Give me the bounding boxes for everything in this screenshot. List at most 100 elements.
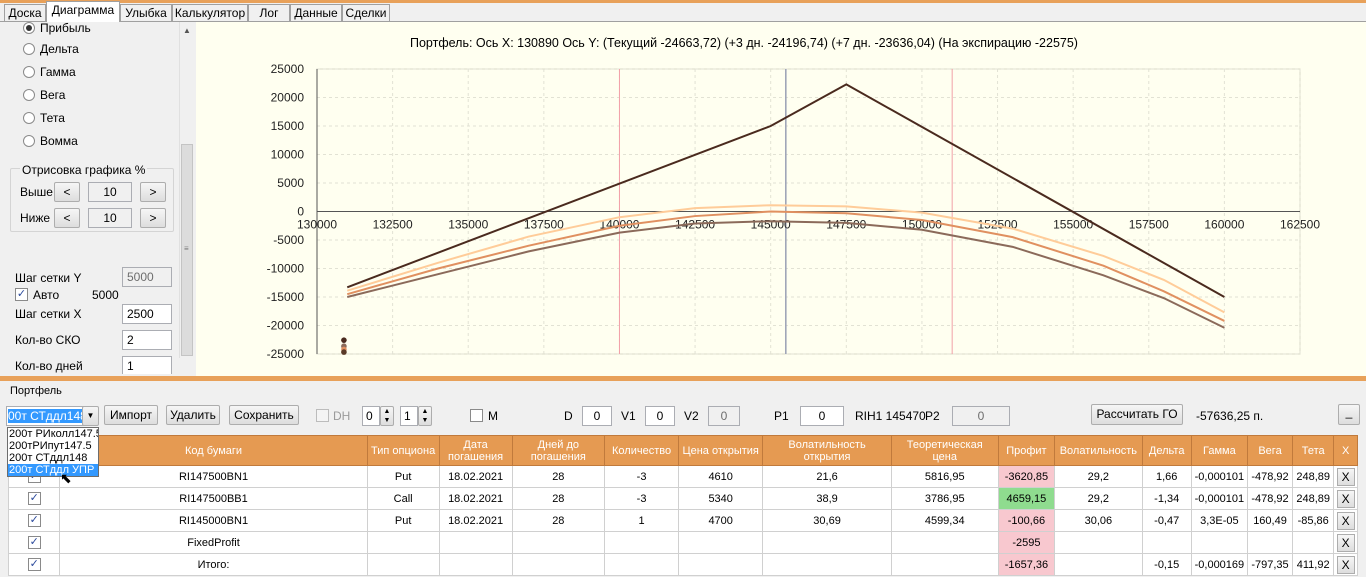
tab-log[interactable]: Лог: [248, 4, 290, 22]
minimize-button[interactable]: _: [1338, 404, 1360, 425]
scroll-up-icon[interactable]: ▲: [183, 26, 191, 35]
dh-checkbox[interactable]: [316, 409, 329, 422]
col-header[interactable]: Волатильность: [1054, 435, 1143, 466]
col-header[interactable]: Дата погашения: [438, 435, 513, 466]
tab-board[interactable]: Доска: [4, 4, 46, 22]
row-checkbox-cell[interactable]: ✓: [7, 487, 61, 510]
m-checkbox[interactable]: [470, 409, 483, 422]
radio-vega-label: Вега: [40, 88, 66, 102]
radio-vega[interactable]: [23, 89, 35, 101]
spin1-input[interactable]: 0: [362, 406, 380, 426]
d-input[interactable]: 0: [582, 406, 612, 426]
col-header[interactable]: Тип опциона: [366, 435, 440, 466]
portfolio-combo-list[interactable]: 200т РИколл147.5 200тРИпут147.5 200т СТд…: [7, 427, 99, 477]
row-checkbox[interactable]: ✓: [27, 514, 41, 527]
radio-theta[interactable]: [23, 112, 35, 124]
row-checkbox[interactable]: ✓: [27, 558, 41, 571]
left-panel-scrollbar[interactable]: ▲ ≡: [179, 22, 194, 358]
sko-input[interactable]: 2: [122, 330, 172, 350]
table-row[interactable]: ✓ RI145000BN1 Put 18.02.2021 28 1 4700 30,69 459…: [7, 509, 1358, 532]
cell-date: [438, 531, 513, 554]
remove-row-button[interactable]: X: [1336, 511, 1355, 530]
p2-input[interactable]: 0: [952, 406, 1010, 426]
spin2-input[interactable]: 1: [400, 406, 418, 426]
cell-days: [511, 531, 606, 554]
cell-theo: 4599,34: [890, 509, 999, 532]
cell-qty: -3: [604, 465, 680, 488]
tab-diagram[interactable]: Диаграмма: [46, 1, 120, 22]
remove-row-button[interactable]: X: [1336, 489, 1355, 508]
col-header[interactable]: Количество: [604, 435, 680, 466]
below-decrease-button[interactable]: <: [54, 208, 80, 228]
radio-gamma-label: Гамма: [40, 65, 76, 79]
save-button[interactable]: Сохранить: [229, 405, 299, 425]
col-header[interactable]: Вега: [1246, 435, 1294, 466]
above-decrease-button[interactable]: <: [54, 182, 80, 202]
tab-calculator[interactable]: Калькулятор: [172, 4, 248, 22]
radio-delta[interactable]: [23, 43, 35, 55]
radio-vomma[interactable]: [23, 135, 35, 147]
delete-button[interactable]: Удалить: [166, 405, 220, 425]
col-header[interactable]: Тета: [1292, 435, 1335, 466]
table-row[interactable]: ✓ Итого: -1657,36 -0,15 -0,000169 -797,35 411,…: [7, 553, 1358, 576]
cell-type: Put: [366, 509, 440, 532]
remove-row-button[interactable]: X: [1336, 467, 1355, 486]
v2-input[interactable]: 0: [708, 406, 740, 426]
col-header[interactable]: X: [1333, 435, 1358, 466]
grid-y-input[interactable]: 5000: [122, 267, 172, 287]
days-input[interactable]: 1: [122, 356, 172, 374]
import-button[interactable]: Импорт: [104, 405, 158, 425]
col-header[interactable]: Цена открытия: [678, 435, 764, 466]
radio-profit-label: Прибыль: [40, 22, 91, 35]
portfolio-combo[interactable]: 00т СТддл148: [6, 406, 86, 426]
remove-row-button[interactable]: X: [1336, 533, 1355, 552]
row-checkbox[interactable]: ✓: [27, 492, 41, 505]
col-header[interactable]: Теоретическая цена: [890, 435, 999, 466]
row-checkbox-cell[interactable]: ✓: [7, 553, 61, 576]
radio-gamma[interactable]: [23, 66, 35, 78]
col-header[interactable]: Код бумаги: [59, 435, 368, 466]
row-checkbox-cell[interactable]: ✓: [7, 531, 61, 554]
v1-input[interactable]: 0: [645, 406, 675, 426]
cell-vol: [1054, 531, 1143, 554]
remove-row-button[interactable]: X: [1336, 555, 1355, 574]
cell-type: [366, 531, 440, 554]
section-divider[interactable]: [0, 376, 1366, 381]
tab-deals[interactable]: Сделки: [342, 4, 390, 22]
tab-data[interactable]: Данные: [290, 4, 342, 22]
cell-profit: -2595: [997, 531, 1056, 554]
tab-smile[interactable]: Улыбка: [120, 4, 172, 22]
p1-input[interactable]: 0: [800, 406, 844, 426]
col-header[interactable]: Дельта: [1141, 435, 1192, 466]
col-header[interactable]: Профит: [997, 435, 1056, 466]
row-checkbox[interactable]: ✓: [27, 536, 41, 549]
combo-option-selected[interactable]: 200т СТддл УПР П: [8, 464, 98, 476]
grid-x-input[interactable]: 2500: [122, 304, 172, 324]
series-line: [347, 220, 1225, 329]
spin1-arrows-icon[interactable]: ▲ ▼: [380, 406, 394, 426]
combo-option[interactable]: 200тРИпут147.5: [9, 440, 92, 452]
table-row[interactable]: ✓RI147500BN1Put18.02.202128-3461021,6581…: [7, 465, 1358, 488]
row-checkbox-cell[interactable]: ✓: [7, 509, 61, 532]
col-header[interactable]: Дней до погашения: [511, 435, 606, 466]
table-row[interactable]: ✓ FixedProfit -2595 X: [7, 531, 1358, 554]
calculate-margin-button[interactable]: Рассчитать ГО: [1091, 404, 1183, 425]
combo-dropdown-icon[interactable]: ▼: [82, 406, 99, 426]
radio-profit[interactable]: [23, 22, 35, 34]
cell-vol: 30,06: [1054, 509, 1143, 532]
auto-checkbox[interactable]: ✓: [15, 288, 28, 301]
below-increase-button[interactable]: >: [140, 208, 166, 228]
scroll-thumb[interactable]: [181, 144, 193, 356]
col-header[interactable]: Волатильность открытия: [762, 435, 892, 466]
spin2-arrows-icon[interactable]: ▲ ▼: [418, 406, 432, 426]
cell-code: FixedProfit: [59, 531, 368, 554]
above-increase-button[interactable]: >: [140, 182, 166, 202]
remove-cell: X: [1333, 553, 1358, 576]
x-tick-label: 155000: [1053, 218, 1093, 232]
draw-range-title: Отрисовка графика %: [20, 163, 148, 177]
col-header[interactable]: Гамма: [1190, 435, 1248, 466]
combo-option[interactable]: 200т РИколл147.5: [9, 428, 98, 440]
combo-option[interactable]: 200т СТддл148: [9, 452, 88, 464]
table-row[interactable]: ✓ RI147500BB1 Call 18.02.2021 28 -3 5340 38,9 37…: [7, 487, 1358, 510]
profit-chart-area: Портфель: Ось X: 130890 Ось Y: (Текущий …: [196, 22, 1366, 376]
